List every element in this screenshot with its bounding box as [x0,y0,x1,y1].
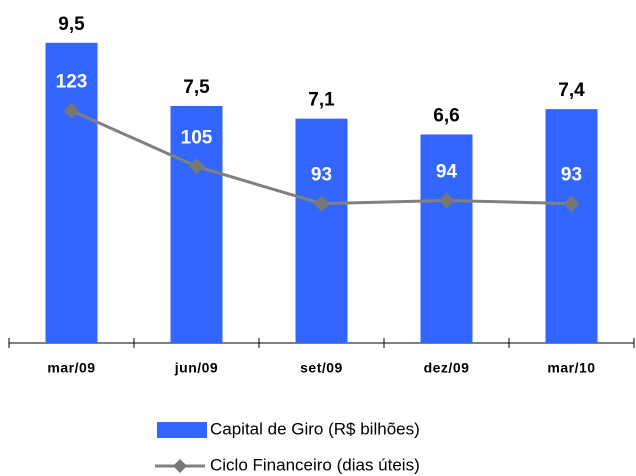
x-tick-label: mar/10 [547,360,595,376]
bar [45,42,98,344]
bar [545,109,598,343]
line-value-label: 93 [311,165,332,186]
legend-label: Ciclo Financeiro (dias úteis) [210,455,420,474]
bar [420,134,473,343]
bar-value-label: 7,5 [183,77,210,98]
legend-label: Capital de Giro (R$ bilhões) [210,419,420,438]
x-tick-label: mar/09 [47,360,95,376]
legend-swatch [157,422,207,438]
line-marker [313,195,330,212]
line-marker [438,192,455,209]
line-value-label: 105 [181,127,213,148]
bar [170,106,223,343]
x-tick-label: dez/09 [424,360,470,376]
line-marker [63,102,80,119]
x-tick-label: jun/09 [174,360,218,376]
legend-marker [173,459,187,473]
bar-value-label: 6,6 [433,105,459,126]
bar-value-label: 7,4 [558,80,585,101]
bar [295,118,348,343]
line-value-label: 93 [561,165,582,186]
line-marker [563,195,580,212]
x-tick-label: set/09 [300,360,343,376]
line-marker [188,158,205,175]
bar-value-label: 9,5 [58,14,85,35]
bar-value-label: 7,1 [308,90,335,111]
line-value-label: 123 [56,72,88,93]
line-value-label: 94 [436,162,458,183]
